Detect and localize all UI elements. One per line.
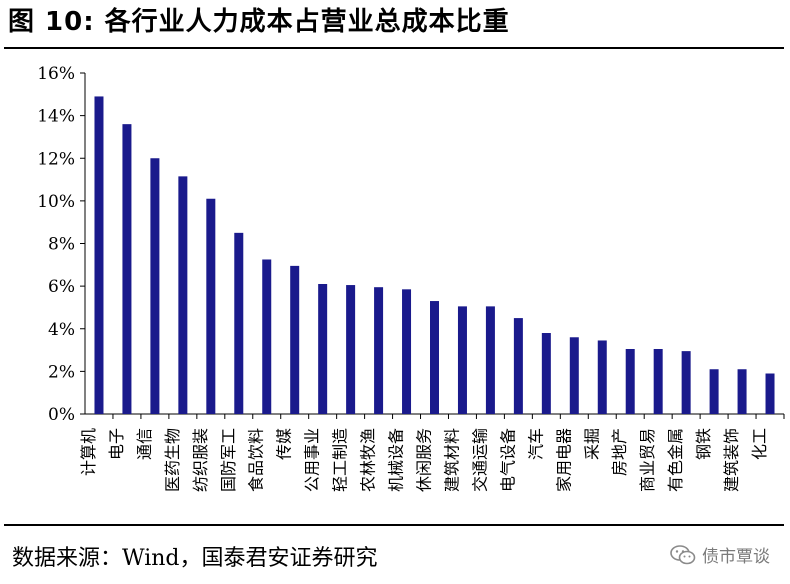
bar <box>374 287 384 414</box>
chart-bars <box>94 96 775 415</box>
x-tick-label: 采掘 <box>582 428 601 460</box>
x-tick-label: 建筑装饰 <box>722 428 741 492</box>
x-tick-label: 轻工制造 <box>331 428 350 492</box>
bar <box>681 351 691 414</box>
bottom-rule <box>4 524 784 526</box>
x-tick-label: 医药生物 <box>163 428 182 492</box>
bar <box>430 301 439 414</box>
x-tick-label: 纺织服装 <box>191 428 210 492</box>
bar <box>485 306 495 414</box>
y-axis-ticks: 0% 2% 4% 6% 8% 10% 12% 14% 16% <box>37 64 85 425</box>
x-tick-label: 电子 <box>107 428 126 460</box>
x-tick-label: 交通运输 <box>470 428 489 492</box>
y-tick-label: 8% <box>48 235 75 255</box>
bar <box>765 373 775 414</box>
bar <box>737 369 747 414</box>
bar <box>541 333 551 414</box>
bar <box>597 340 607 414</box>
x-axis-labels: 计算机 电子 通信 医药生物 纺织服装 国防军工 食品饮料 传媒 公用事业 轻工制造 农林牧渔 机械设… <box>79 414 785 492</box>
bar <box>569 337 579 414</box>
bar-chart: 0% 2% 4% 6% 8% 10% 12% 14% 16% 计算机 电子 通信 医药生物 纺织服装 国防… <box>37 64 785 492</box>
bar <box>178 176 188 414</box>
y-tick-label: 16% <box>37 64 75 84</box>
source-note: 数据来源：Wind，国泰君安证券研究 <box>12 546 378 571</box>
top-rule <box>4 47 784 49</box>
x-tick-label: 家用电器 <box>554 428 573 492</box>
bar <box>513 318 523 414</box>
x-tick-label: 国防军工 <box>219 428 238 492</box>
watermark: 债市覃谈 <box>670 542 770 567</box>
x-tick-label: 电气设备 <box>498 428 517 492</box>
bar <box>402 289 412 414</box>
x-tick-label: 机械设备 <box>387 428 406 492</box>
bar <box>318 283 328 414</box>
y-tick-label: 12% <box>37 149 75 169</box>
y-tick-label: 0% <box>48 405 75 425</box>
y-tick-label: 4% <box>48 320 75 340</box>
x-tick-label: 通信 <box>135 428 154 460</box>
bar <box>206 198 216 414</box>
bar <box>457 306 467 414</box>
y-tick-label: 6% <box>48 277 75 297</box>
bar <box>150 158 160 414</box>
watermark-text: 债市覃谈 <box>702 547 770 567</box>
x-tick-label: 建筑材料 <box>442 428 461 492</box>
x-tick-label: 钢铁 <box>694 428 713 460</box>
x-tick-label: 传媒 <box>275 428 294 460</box>
y-tick-label: 14% <box>37 107 75 127</box>
y-tick-label: 10% <box>37 192 75 212</box>
bar <box>709 369 719 414</box>
figure-title: 图 10: 各行业人力成本占营业总成本比重 <box>8 7 510 37</box>
x-tick-label: 农林牧渔 <box>359 428 378 492</box>
bar <box>94 96 104 414</box>
x-tick-label: 化工 <box>750 428 769 460</box>
x-tick-label: 商业贸易 <box>638 428 657 492</box>
bar <box>653 348 663 414</box>
bar <box>122 124 132 415</box>
bar <box>346 285 356 414</box>
wechat-icon <box>670 544 696 564</box>
x-tick-label: 房地产 <box>610 428 629 476</box>
bar <box>625 348 635 414</box>
y-tick-label: 2% <box>48 362 75 382</box>
bar <box>234 232 244 414</box>
x-tick-label: 公用事业 <box>303 428 322 492</box>
x-tick-label: 汽车 <box>526 428 545 460</box>
bar <box>290 265 300 414</box>
x-tick-label: 休闲服务 <box>415 428 434 492</box>
bar <box>262 259 272 414</box>
x-tick-label: 食品饮料 <box>247 428 266 492</box>
x-tick-label: 计算机 <box>79 428 98 476</box>
x-tick-label: 有色金属 <box>666 428 685 492</box>
